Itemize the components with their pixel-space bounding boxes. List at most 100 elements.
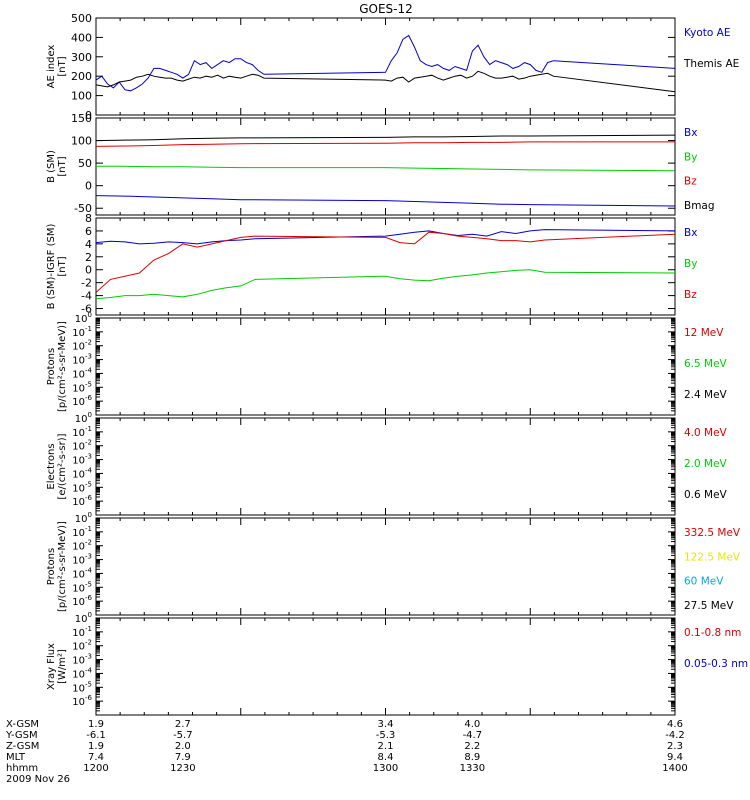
x-row-value: 2.0: [175, 741, 191, 752]
y-tick-exponent: -4: [85, 566, 93, 574]
legend-entry: 2.4 MeV: [684, 389, 728, 401]
series-line-themis-ae: [95, 70, 676, 93]
x-row-value: 8.4: [378, 752, 394, 763]
y-tick-label: 10-4: [72, 466, 92, 480]
panel-b-field: -50 0 50 100 150 B (SM) [nT] Bx By Bz Bmag: [46, 112, 715, 216]
x-row-label: X-GSM: [6, 719, 39, 730]
legend-entry: 27.5 MeV: [684, 600, 734, 612]
legend-entry: 0.05-0.3 nm: [684, 658, 748, 670]
x-row-value: 2.2: [464, 741, 480, 752]
x-row-value: -5.7: [173, 730, 193, 741]
y-tick-label: 10-4: [72, 366, 92, 380]
y-tick-exponent: -2: [85, 339, 92, 347]
y-tick-label: 10-2: [72, 539, 92, 553]
y-tick-exponent: -1: [85, 325, 92, 333]
x-row-value: -5.3: [376, 730, 396, 741]
panel-frame: [95, 617, 676, 716]
y-tick-label: 10-3: [72, 353, 92, 367]
y-tick-exponent: 0: [88, 611, 92, 619]
x-row-value: -4.2: [665, 730, 685, 741]
y-axis-label: Protons: [46, 548, 57, 585]
y-tick-label: 10-3: [72, 653, 92, 667]
series-line-bx: [95, 195, 676, 207]
y-tick-label: 10-2: [72, 339, 92, 353]
y-tick-label: 500: [71, 12, 92, 25]
y-tick-label: 100: [71, 135, 92, 148]
legend-entry: 0.1-0.8 nm: [684, 627, 741, 639]
x-row-label: Y-GSM: [5, 730, 38, 741]
y-tick-label: 0: [85, 109, 92, 122]
y-tick-label: 100: [75, 311, 92, 325]
y-tick-label: 300: [71, 51, 92, 64]
legend-entry: Themis AE: [683, 58, 739, 70]
panel-ae: 0 100 200 300 400 500 AE index [nT] Kyoto AE Them…: [46, 12, 739, 122]
x-row-label: Z-GSM: [6, 741, 39, 752]
y-tick-label: 400: [71, 31, 92, 44]
y-tick-label: 200: [71, 70, 92, 83]
y-tick-label: 0: [85, 264, 92, 277]
legend-entry: 6.5 MeV: [684, 358, 728, 370]
legend-entry: 12 MeV: [684, 327, 724, 339]
panel-frame: [95, 217, 676, 316]
y-tick-exponent: -1: [85, 425, 92, 433]
y-tick-exponent: -4: [85, 666, 93, 674]
legend-entry: 2.0 MeV: [684, 458, 728, 470]
y-tick-label: 10-6: [72, 694, 92, 708]
x-row-value: 1.9: [88, 741, 104, 752]
y-axis-label: [p/(cm²-s-sr-MeV)]: [57, 521, 68, 612]
x-row-value: 9.4: [667, 752, 683, 763]
y-axis-label: [nT]: [57, 256, 68, 276]
y-axis-label: [W/m²]: [57, 649, 68, 684]
x-axis-table: X-GSM 1.9 2.7 3.4 4.0 4.6 Y-GSM -6.1 -5.7 -5.3 -4.…: [5, 719, 688, 785]
y-tick-label: 10-1: [72, 325, 92, 339]
y-tick-exponent: -2: [85, 539, 92, 547]
y-tick-exponent: -4: [85, 366, 93, 374]
y-tick-label: 10-3: [72, 453, 92, 467]
legend-entry: 4.0 MeV: [684, 427, 728, 439]
panel-frame: [95, 317, 676, 416]
legend-entry: By: [684, 151, 697, 163]
x-row-value: -4.7: [463, 730, 483, 741]
y-tick-exponent: -4: [85, 466, 93, 474]
y-axis-label: B (SM): [46, 150, 57, 183]
legend-entry: 122.5 MeV: [684, 551, 741, 563]
x-row-value: 1200: [83, 763, 108, 774]
x-row-value: -6.1: [86, 730, 106, 741]
y-axis-label: [nT]: [57, 156, 68, 176]
x-row-value: 2.1: [378, 741, 394, 752]
series-line-bx: [95, 229, 676, 245]
y-tick-exponent: -5: [85, 380, 92, 388]
series-line-bz: [95, 231, 676, 293]
panel-frame: [95, 417, 676, 516]
y-tick-label: 10-5: [72, 480, 92, 494]
y-tick-label: -4: [81, 290, 92, 303]
y-tick-exponent: -6: [85, 394, 93, 402]
x-row-value: 1330: [460, 763, 485, 774]
y-tick-label: 50: [78, 157, 92, 170]
y-tick-label: 10-5: [72, 380, 92, 394]
legend-entry: Bx: [684, 227, 697, 239]
legend-entry: 0.6 MeV: [684, 489, 728, 501]
x-row-value: 4.6: [667, 719, 683, 730]
y-axis-label: Xray Flux: [46, 643, 57, 690]
legend-entry: Kyoto AE: [684, 27, 730, 39]
y-tick-label: 10-2: [72, 439, 92, 453]
x-row-value: 7.4: [88, 752, 104, 763]
y-tick-label: 100: [71, 90, 92, 103]
x-row-value: 8.9: [464, 752, 480, 763]
y-tick-exponent: -3: [85, 653, 92, 661]
y-tick-label: 8: [85, 212, 92, 225]
y-tick-label: 100: [75, 411, 92, 425]
x-row-value: 1400: [662, 763, 687, 774]
x-row-value: 1300: [373, 763, 398, 774]
y-tick-label: 10-5: [72, 580, 92, 594]
y-axis-label: [e/(cm²-s-sr)]: [57, 433, 68, 499]
y-tick-exponent: -2: [85, 639, 92, 647]
y-axis-label: Protons: [46, 348, 57, 385]
date-label: 2009 Nov 26: [6, 774, 70, 785]
y-tick-exponent: -6: [85, 494, 93, 502]
y-tick-label: 100: [75, 511, 92, 525]
x-row-value: 3.4: [378, 719, 394, 730]
